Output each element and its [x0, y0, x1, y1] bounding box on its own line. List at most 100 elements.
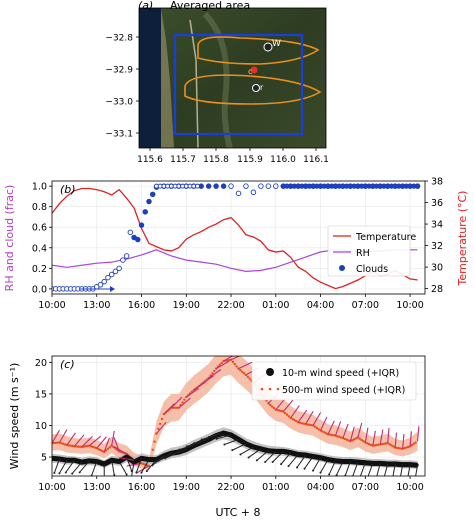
cloud-point	[108, 271, 115, 278]
ws500-point	[345, 438, 348, 441]
ws10-barb	[65, 459, 75, 473]
ws10-barb-tip	[399, 478, 401, 480]
ws10-barb-tip	[71, 472, 74, 475]
ws500-point	[175, 406, 179, 409]
ws500-barb	[305, 410, 314, 425]
ws500-barb	[113, 445, 127, 455]
legend-ws500-label: 500-m wind speed (+IQR)	[282, 385, 405, 396]
ws500-point	[158, 422, 162, 426]
panel-c-x-tick-label: 16:00	[128, 482, 155, 493]
ws500-point	[89, 445, 93, 448]
ws500-point	[373, 444, 376, 447]
panel-c-y-tick-label: 15	[35, 389, 47, 400]
panel-c-ylabel: Wind speed (m s⁻¹)	[8, 363, 21, 470]
ws500-point	[347, 439, 350, 442]
ws10-barb	[194, 438, 209, 444]
ws500-barb	[170, 396, 183, 409]
ws500-point	[343, 437, 347, 441]
ws500-point	[377, 443, 380, 446]
ws500-point	[382, 442, 386, 445]
cloud-point	[205, 183, 212, 189]
panel-b: 10:00 13:00 16:00 19:00 22:00 01:00 04:00 07:00…	[3, 177, 469, 312]
legend-rh-label: RH	[356, 248, 370, 259]
map-contour-lower	[184, 74, 322, 105]
ws10-barb-tip	[171, 453, 174, 456]
cloud-point	[258, 183, 264, 189]
panel-b-y-tick-label-right: 36	[431, 198, 443, 209]
panel-c-label: (c)	[60, 358, 75, 371]
ws10-barb-tip	[312, 469, 315, 472]
panel-a: W c r (a) Averaged area −32.8−32.9−33.0−…	[105, 0, 328, 165]
cloud-point	[135, 236, 141, 243]
ws500-point	[315, 426, 319, 430]
ws10-barb-tip	[215, 437, 218, 440]
ws500-iqr-band	[52, 356, 418, 471]
ws500-point	[108, 446, 112, 449]
map-x-tick-label: 115.9	[237, 155, 263, 165]
ws10-barb-tip	[296, 466, 299, 469]
ws500-point	[160, 417, 164, 421]
ws10-barb-tip	[247, 456, 250, 459]
ws10-barb	[232, 443, 247, 451]
ws500-point	[358, 437, 361, 440]
ws10-barb-tip	[271, 460, 274, 463]
ws500-point	[69, 444, 72, 447]
ws10-barb-tip	[164, 457, 167, 460]
ws500-point	[235, 365, 238, 368]
city-strip	[189, 19, 199, 149]
ws500-point	[213, 369, 216, 373]
ws500-point	[300, 422, 304, 425]
panel-b-y-tick-label-right: 38	[431, 177, 443, 188]
cloud-point	[250, 189, 257, 196]
ws500-point	[338, 435, 341, 439]
ws10-barb-tip	[231, 449, 234, 452]
ws10-barb	[264, 451, 277, 463]
ws10-barb	[296, 454, 307, 468]
map-y-tick-label: −33.0	[105, 98, 133, 108]
ws500-point	[78, 445, 82, 448]
ws500-point	[63, 443, 67, 446]
ws500-point	[75, 445, 78, 448]
ws500-point	[388, 443, 391, 446]
ws500-point	[354, 437, 358, 440]
panel-b-x-tick-label: 07:00	[352, 300, 379, 311]
ws10-barb-tip	[178, 448, 181, 451]
panel-b-y-tick-label-left: 0.0	[32, 284, 47, 295]
ws500-point	[60, 441, 63, 445]
ws10-barb-tip	[239, 453, 242, 456]
ws500-barb	[58, 429, 68, 443]
ws500-point	[233, 363, 236, 366]
ws500-point	[239, 369, 242, 372]
ws10-barb	[135, 458, 142, 473]
marker-w	[263, 42, 273, 52]
ws500-barb	[66, 432, 76, 446]
ws500-point	[336, 435, 339, 438]
panel-c-xlabel: UTC + 8	[215, 506, 260, 519]
ws500-point	[375, 443, 378, 447]
ws10-barb	[79, 460, 90, 473]
panel-c-x-tick-label: 13:00	[83, 482, 110, 493]
ws10-point	[413, 462, 419, 468]
panel-b-y-tick-label-right: 28	[431, 284, 443, 295]
ws500-point	[410, 443, 414, 447]
ws10-barb	[248, 448, 262, 458]
ws10-barb-tip	[145, 470, 148, 473]
ws10-barb	[400, 464, 404, 476]
panel-b-y-tick-label-right: 34	[431, 220, 443, 231]
ws10-barb	[344, 461, 351, 476]
ws10-barb	[415, 465, 419, 476]
cloud-point	[112, 268, 119, 275]
ws500-barb	[387, 428, 390, 444]
panel-c-y-tick-label: 5	[41, 453, 47, 464]
panel-b-ylabel-left: RH and cloud (frac)	[3, 185, 16, 292]
cloud-point	[243, 183, 249, 189]
ws10-barb	[367, 463, 374, 476]
ws500-point	[308, 423, 311, 427]
ws500-barb	[119, 457, 135, 461]
panel-b-x-tick-label: 10:00	[396, 300, 423, 311]
ws500-point	[248, 377, 251, 380]
ws10-barb-tip	[328, 473, 331, 476]
ws10-barb	[118, 461, 128, 475]
ws500-point	[211, 372, 214, 375]
ws500-point	[362, 440, 365, 443]
